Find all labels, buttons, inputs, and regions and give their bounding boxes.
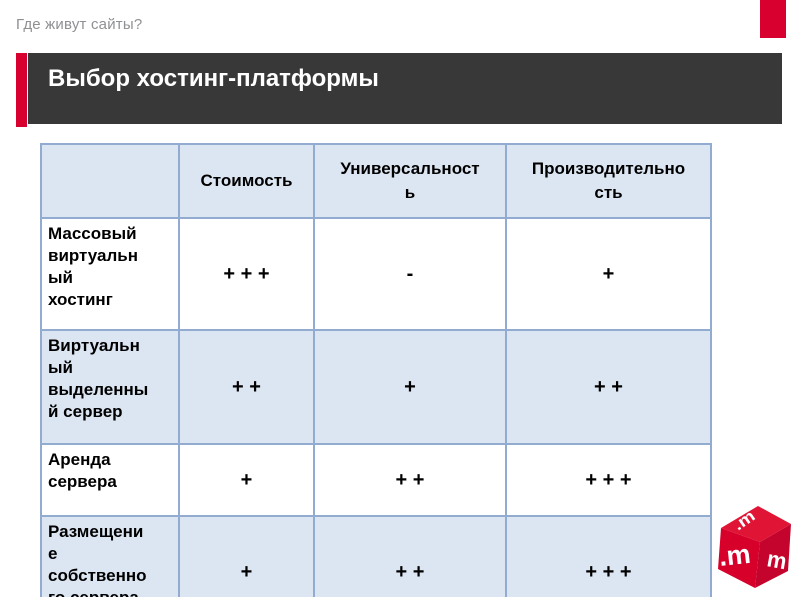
table-row: Размещени е собственно го сервера + + + … <box>40 515 712 597</box>
cell-value: + <box>178 443 315 517</box>
red-corner-marker <box>760 0 786 38</box>
header-cell-versatility: Универсальност ь <box>313 143 507 219</box>
title-bar: Выбор хостинг-платформы <box>28 53 782 124</box>
cell-value: + + <box>178 329 315 445</box>
cube-top-face <box>721 506 791 542</box>
slide-title: Выбор хостинг-платформы <box>48 65 379 92</box>
cell-value: + + + <box>505 515 712 597</box>
section-heading: Где живут сайты? <box>16 16 143 33</box>
hosting-comparison-table: Стоимость Универсальност ь Производитель… <box>40 143 712 597</box>
table-row: Массовый виртуальн ый хостинг + + + - + <box>40 217 712 331</box>
cube-front-text: .m <box>717 539 751 572</box>
cube-right-face <box>755 524 791 588</box>
title-red-accent-bar <box>16 53 27 127</box>
table-row: Аренда сервера + + + + + + <box>40 443 712 517</box>
cell-value: + + <box>505 329 712 445</box>
cell-value: + <box>505 217 712 331</box>
cell-value: + + + <box>178 217 315 331</box>
row-label-vds: Виртуальн ый выделенны й сервер <box>40 329 180 445</box>
header-cell-empty <box>40 143 180 219</box>
cube-front-face <box>718 528 760 588</box>
cell-value: + <box>313 329 507 445</box>
cell-value: + + <box>313 515 507 597</box>
row-label-server-rent: Аренда сервера <box>40 443 180 517</box>
row-label-colocation: Размещени е собственно го сервера <box>40 515 180 597</box>
cell-value: + <box>178 515 315 597</box>
header-cell-performance: Производительно сть <box>505 143 712 219</box>
cube-side-text: m <box>765 546 789 575</box>
table-row: Виртуальн ый выделенны й сервер + + + + … <box>40 329 712 445</box>
comparison-table-container: Стоимость Универсальност ь Производитель… <box>40 143 716 597</box>
row-label-shared-hosting: Массовый виртуальн ый хостинг <box>40 217 180 331</box>
header-cell-cost: Стоимость <box>178 143 315 219</box>
cell-value: + + + <box>505 443 712 517</box>
cell-value: - <box>313 217 507 331</box>
cell-value: + + <box>313 443 507 517</box>
masterhost-cube-logo: .m .m m <box>717 506 791 588</box>
table-header-row: Стоимость Универсальност ь Производитель… <box>40 143 712 219</box>
